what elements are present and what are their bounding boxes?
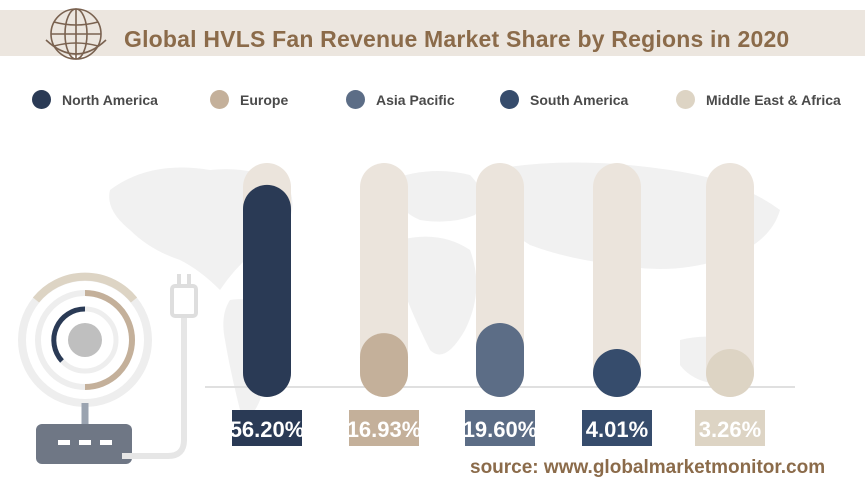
value-label-box-asia-pacific	[465, 410, 535, 446]
value-label-north-america: 56.20%	[230, 417, 305, 442]
value-label-middle-east-africa: 3.26%	[699, 417, 761, 442]
fan-middle-arc	[84, 290, 135, 390]
fan-base-light	[79, 440, 91, 445]
value-label-south-america: 4.01%	[586, 417, 648, 442]
fan-cord	[122, 315, 187, 459]
legend: North America Europe Asia Pacific South …	[0, 90, 865, 116]
bar-track-middle-east-africa	[706, 163, 754, 397]
legend-label: Asia Pacific	[376, 91, 455, 108]
legend-item-middle-east-africa: Middle East & Africa	[676, 90, 841, 109]
bar-asia-pacific	[476, 323, 524, 397]
bar-south-america	[593, 349, 641, 397]
legend-label: North America	[62, 91, 158, 108]
value-label-box-north-america	[232, 410, 302, 446]
globe-logo-icon	[45, 8, 107, 60]
fan-base-light	[100, 440, 112, 445]
legend-label: South America	[530, 91, 629, 108]
legend-item-south-america: South America	[500, 90, 628, 109]
value-label-box-south-america	[582, 410, 652, 446]
fan-outer-arc	[32, 272, 138, 303]
fan-inner-arc	[51, 306, 86, 363]
value-label-asia-pacific: 19.60%	[463, 417, 538, 442]
bar-middle-east-africa	[706, 349, 754, 397]
value-label-box-europe	[349, 410, 419, 446]
source-text: source: www.globalmarketmonitor.com	[470, 457, 826, 478]
legend-swatch	[500, 90, 519, 109]
value-label-europe: 16.93%	[347, 417, 422, 442]
bars-group: 56.20% 16.93% 19.60% 4.01% 3.26%	[230, 163, 765, 446]
title-band	[0, 10, 865, 56]
legend-item-asia-pacific: Asia Pacific	[346, 90, 455, 109]
legend-swatch	[676, 90, 695, 109]
bar-europe	[360, 333, 408, 397]
chart-title: Global HVLS Fan Revenue Market Share by …	[124, 26, 790, 52]
bar-north-america	[243, 184, 291, 397]
legend-swatch	[210, 90, 229, 109]
fan-illustration	[18, 272, 198, 464]
bar-track-south-america	[593, 163, 641, 397]
legend-label: Middle East & Africa	[706, 91, 841, 108]
legend-item-north-america: North America	[32, 90, 158, 109]
legend-swatch	[32, 90, 51, 109]
legend-label: Europe	[240, 91, 289, 108]
legend-swatch	[346, 90, 365, 109]
fan-hub	[68, 323, 102, 357]
legend-item-europe: Europe	[210, 90, 288, 109]
plug-icon	[170, 284, 198, 318]
fan-base-light	[58, 440, 70, 445]
value-label-box-middle-east-africa	[695, 410, 765, 446]
